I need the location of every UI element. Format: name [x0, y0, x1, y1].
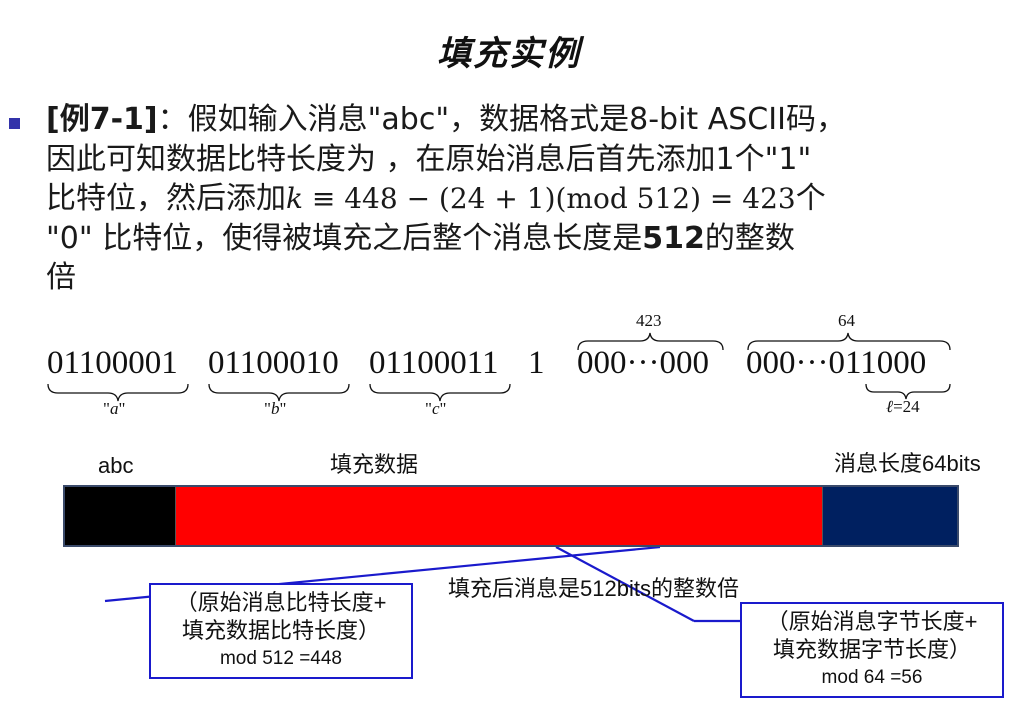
label-ell-value: ℓ=24 — [886, 397, 920, 416]
bar-label-abc: abc — [98, 453, 134, 478]
length-field-bits: 000···011000 — [746, 345, 926, 382]
formula-k: k — [286, 182, 303, 215]
bullet-square-icon — [9, 118, 20, 129]
example-colon: ： — [157, 102, 188, 137]
paragraph-line-1-text: 假如输入消息"abc"，数据格式是8-bit ASCII码， — [187, 102, 846, 137]
bar-segment-fill — [175, 487, 823, 545]
label-char-a: "a" — [103, 399, 126, 418]
bar-label-length: 消息长度64bits — [834, 451, 981, 476]
note-bytes-line-3: mod 64 =56 — [821, 667, 923, 688]
bar-caption: 填充后消息是512bits的整数倍 — [448, 576, 739, 601]
bar-label-fill: 填充数据 — [330, 452, 419, 477]
bar-segment-length — [823, 487, 957, 545]
label-length-count: 64 — [838, 311, 855, 330]
byte-b-bits: 01100010 — [208, 345, 339, 381]
brace-under-c — [369, 383, 511, 402]
paragraph-line-2: 因此可知数据比特长度为 ，在原始消息后首先添加1个"1" — [46, 141, 812, 177]
formula-body: ≡ 448 − (24 + 1)(mod 512) = 423 — [302, 182, 796, 215]
length-field-tail: 11000 — [844, 345, 927, 381]
brace-over-length — [747, 332, 951, 351]
example-label: [例7-1] — [46, 102, 158, 137]
note-bytes-line-2: 填充数据字节长度） — [772, 637, 971, 662]
brace-under-b — [208, 383, 350, 402]
note-bytes-line-1: （原始消息字节长度+ — [766, 609, 978, 634]
padded-message-bar — [63, 485, 959, 547]
label-char-b: "b" — [264, 399, 287, 418]
label-char-c: "c" — [425, 399, 447, 418]
paragraph-line-4-pre: "0" 比特位，使得被填充之后整个消息长度是 — [46, 220, 643, 256]
note-box-bits: （原始消息比特长度+ 填充数据比特长度） mod 512 =448 — [149, 583, 413, 679]
connector-right-diag — [555, 546, 695, 622]
page-title: 填充实例 — [437, 34, 581, 74]
paragraph-line-3-post: 个 — [795, 181, 826, 216]
label-zeros-count: 423 — [636, 311, 662, 330]
zero-padding-bits: 000···000 — [577, 345, 709, 381]
length-field-prefix: 000···0 — [746, 345, 845, 381]
paragraph-line-4-bold: 512 — [642, 220, 705, 256]
brace-under-ell — [865, 383, 951, 400]
bar-segment-abc — [65, 487, 175, 545]
paragraph-line-1: [例7-1]：假如输入消息"abc"，数据格式是8-bit ASCII码， — [46, 100, 926, 140]
byte-c-bits: 01100011 — [369, 345, 499, 381]
brace-under-a — [47, 383, 189, 402]
note-box-bytes: （原始消息字节长度+ 填充数据字节长度） mod 64 =56 — [740, 602, 1004, 698]
paragraph-line-5: 倍 — [46, 260, 76, 295]
note-bits-line-3: mod 512 =448 — [219, 648, 342, 669]
paragraph-line-4: "0" 比特位，使得被填充之后整个消息长度是512的整数 — [46, 219, 926, 259]
note-bits-line-1: （原始消息比特长度+ — [175, 590, 387, 615]
paragraph-line-3-pre: 比特位，然后添加 — [46, 181, 286, 216]
paragraph-line-3: 比特位，然后添加k ≡ 448 − (24 + 1)(mod 512) = 42… — [46, 179, 926, 219]
note-bits-line-2: 填充数据比特长度） — [181, 618, 380, 643]
example-paragraph: [例7-1]：假如输入消息"abc"，数据格式是8-bit ASCII码， 因此… — [46, 100, 926, 298]
paragraph-line-4-post: 的整数 — [704, 220, 795, 256]
padding-formula: k ≡ 448 − (24 + 1)(mod 512) = 423 — [286, 182, 796, 215]
brace-over-zeros — [577, 332, 724, 351]
appended-one-bit: 1 — [528, 345, 545, 381]
byte-a-bits: 01100001 — [47, 345, 178, 381]
